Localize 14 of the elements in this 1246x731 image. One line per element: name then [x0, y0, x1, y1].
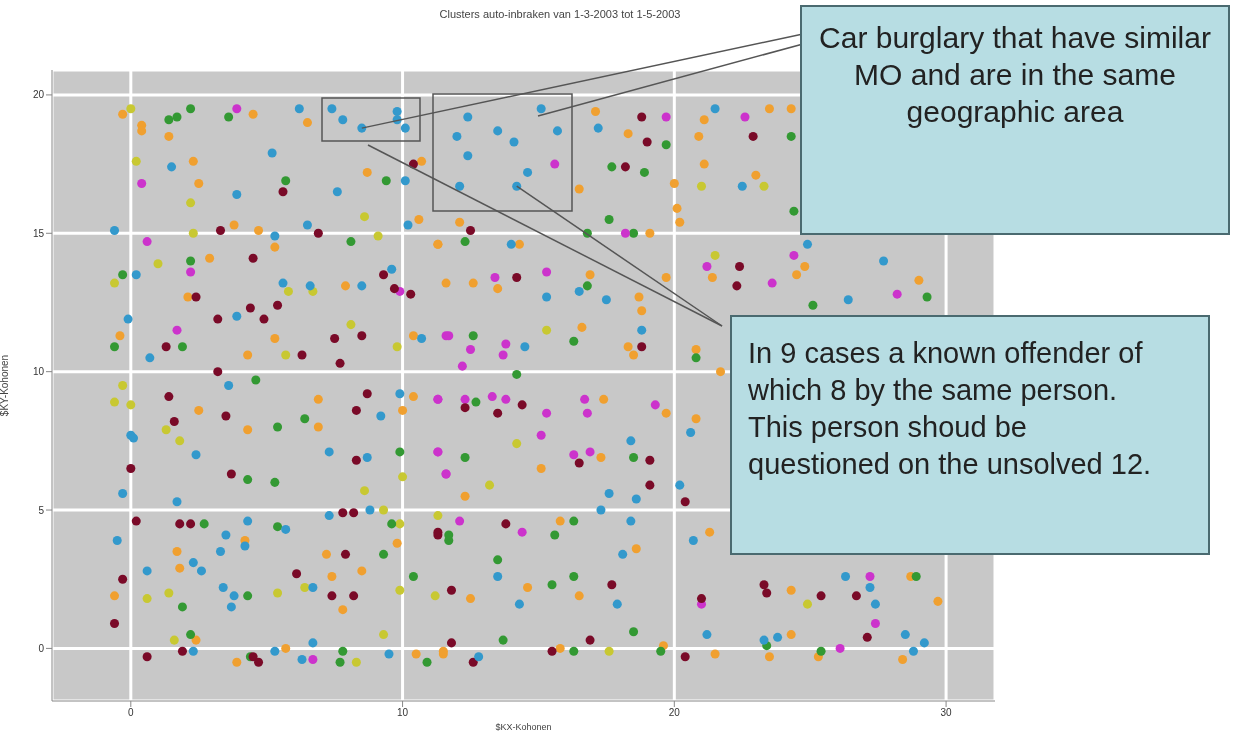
- x-tick-label: 20: [668, 707, 681, 719]
- x-axis-title: $KX-Kohonen: [495, 722, 552, 731]
- y-tick-label: 15: [32, 227, 45, 239]
- x-tick-label: 0: [128, 707, 135, 719]
- y-tick-label: 5: [38, 504, 45, 516]
- x-tick-label: 10: [397, 707, 409, 719]
- y-tick-label: 0: [38, 642, 45, 654]
- y-tick-label: 20: [32, 89, 45, 101]
- y-tick-label: 10: [32, 366, 45, 378]
- chart-title: Clusters auto-inbraken van 1-3-2003 tot 1-5-2003: [438, 8, 682, 20]
- x-tick-label: 30: [940, 707, 953, 719]
- y-axis-title: $KY-Kohonen: [0, 354, 10, 417]
- callout-box: In 9 cases a known offender of which 8 by the same person. This person shoud be questioned on the unsolved 12.: [730, 315, 1210, 555]
- callout-box: Car burglary that have similar MO and are in the same geographic area: [800, 5, 1230, 235]
